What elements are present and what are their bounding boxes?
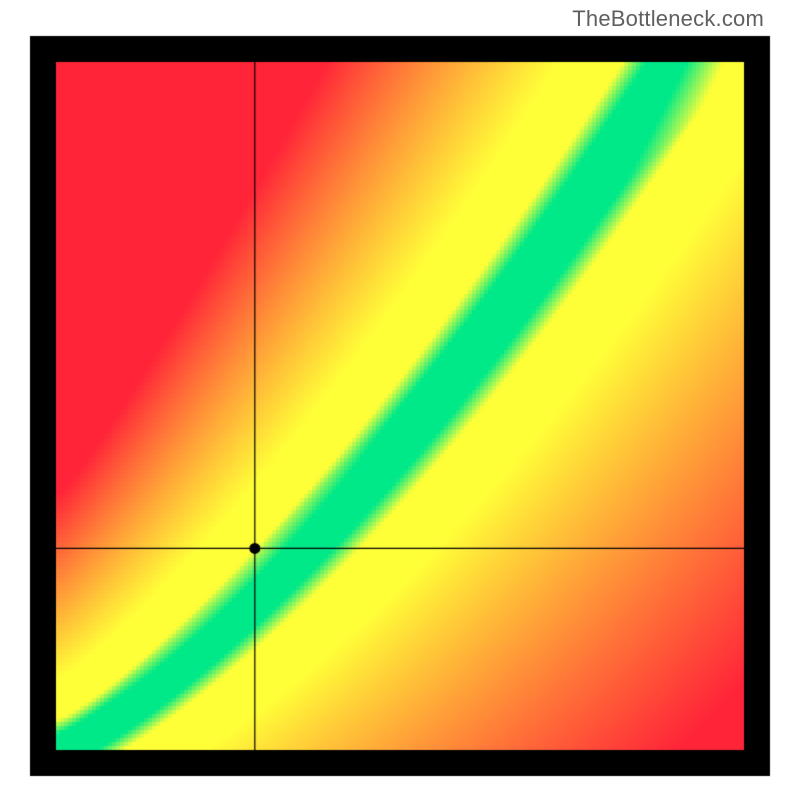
heatmap-canvas bbox=[0, 0, 800, 800]
chart-container: TheBottleneck.com bbox=[0, 0, 800, 800]
watermark: TheBottleneck.com bbox=[572, 6, 764, 32]
